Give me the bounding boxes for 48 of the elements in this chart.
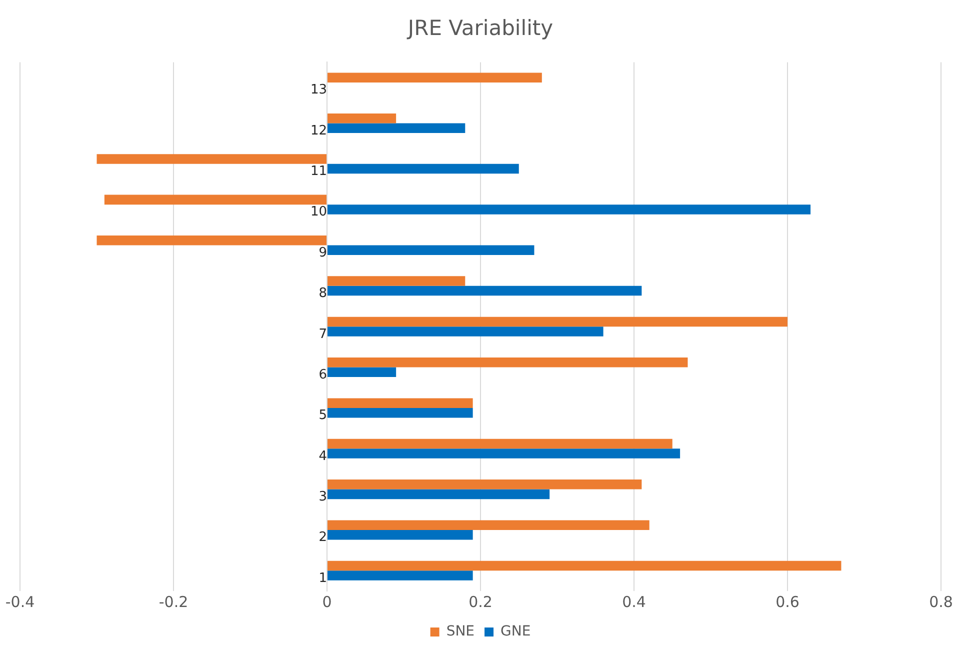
bar — [328, 316, 788, 327]
bar — [328, 326, 604, 336]
x-tick-label: -0.2 — [158, 592, 188, 611]
bar — [328, 480, 642, 490]
y-tick-label: 11 — [310, 164, 327, 180]
y-tick-label: 1 — [318, 570, 327, 586]
bar — [328, 367, 396, 378]
y-tick-label: 4 — [318, 448, 327, 464]
x-tick-label: 0.2 — [468, 592, 492, 611]
y-tick-label: 13 — [310, 82, 327, 98]
chart-title: JRE Variability — [406, 16, 554, 40]
x-tick-label: 0.4 — [622, 592, 646, 611]
legend-label: SNE — [446, 624, 475, 640]
y-tick-label: 12 — [310, 123, 327, 138]
bar — [328, 570, 473, 580]
bar — [328, 398, 473, 408]
x-tick-label: 0 — [322, 592, 332, 611]
bar — [328, 489, 550, 500]
y-tick-label: 8 — [318, 286, 327, 302]
legend-label: GNE — [500, 624, 531, 640]
bar — [328, 520, 650, 530]
bar — [96, 154, 326, 164]
x-tick-label: -0.4 — [5, 592, 35, 611]
bar — [104, 194, 326, 205]
y-tick-label: 5 — [318, 408, 327, 424]
bar — [96, 235, 326, 246]
bar — [328, 408, 473, 418]
bar — [328, 438, 672, 449]
bar — [328, 123, 466, 133]
bar — [328, 560, 842, 571]
bar — [328, 530, 473, 540]
y-tick-label: 6 — [318, 367, 327, 382]
y-tick-label: 3 — [318, 489, 327, 504]
bar — [328, 72, 542, 83]
bar — [328, 164, 519, 174]
bar — [328, 276, 466, 286]
y-tick-label: 10 — [310, 204, 327, 220]
bar — [328, 113, 396, 124]
y-tick-label: 7 — [318, 326, 327, 342]
y-tick-label: 9 — [318, 245, 327, 260]
bar — [328, 358, 688, 368]
bar — [328, 245, 534, 256]
y-tick-label: 2 — [318, 530, 327, 546]
bar — [328, 448, 680, 458]
x-tick-label: 0.8 — [929, 592, 953, 611]
bar — [328, 286, 642, 296]
bar — [328, 204, 811, 214]
x-tick-label: 0.6 — [776, 592, 800, 611]
